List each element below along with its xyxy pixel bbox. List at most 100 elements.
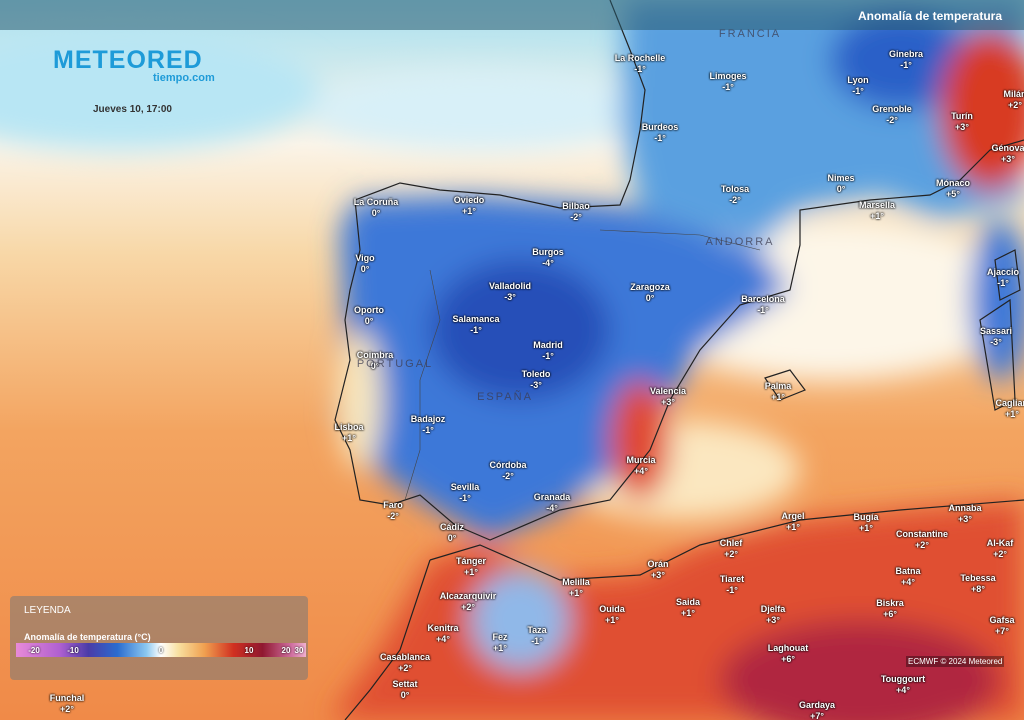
city-label[interactable]: Burgos -4°: [532, 247, 564, 269]
city-name: Ajaccio: [986, 267, 1020, 277]
city-label[interactable]: Constantine +2°: [896, 529, 948, 551]
city-anomaly: +8°: [971, 584, 985, 594]
city-label[interactable]: Settat 0°: [392, 679, 417, 701]
city-label[interactable]: Granada -4°: [534, 492, 571, 514]
city-name: Cádiz: [439, 522, 465, 532]
city-label[interactable]: Turín +3°: [951, 111, 973, 133]
city-name: Bilbao: [562, 201, 590, 211]
city-label[interactable]: Oporto 0°: [354, 305, 384, 327]
city-name: Al-Kaf: [986, 538, 1014, 548]
city-anomaly: +4°: [436, 634, 450, 644]
city-label[interactable]: Lyon -1°: [847, 75, 868, 97]
city-label[interactable]: Salamanca -1°: [452, 314, 499, 336]
city-label[interactable]: Zaragoza 0°: [630, 282, 670, 304]
city-label[interactable]: Limoges -1°: [709, 71, 746, 93]
city-name: Gafsa: [989, 615, 1015, 625]
city-label[interactable]: Saida +1°: [676, 597, 700, 619]
city-anomaly: -4°: [542, 258, 554, 268]
city-name: Funchal: [49, 693, 85, 703]
city-label[interactable]: Djelfa +3°: [761, 604, 786, 626]
city-name: Lyon: [847, 75, 869, 85]
city-anomaly: +4°: [901, 577, 915, 587]
city-label[interactable]: Funchal +2°: [50, 693, 85, 715]
city-label[interactable]: Burdeos -1°: [642, 122, 679, 144]
city-label[interactable]: Milán +2°: [1003, 89, 1024, 111]
city-label[interactable]: Gardaya +7°: [799, 700, 835, 720]
city-label[interactable]: Batna +4°: [895, 566, 920, 588]
city-anomaly: +1°: [493, 643, 507, 653]
city-anomaly: +1°: [462, 206, 476, 216]
city-label[interactable]: Fez +1°: [492, 632, 507, 654]
city-label[interactable]: La Coruña 0°: [354, 197, 399, 219]
city-anomaly: +1°: [1005, 409, 1019, 419]
city-label[interactable]: Murcia +4°: [626, 455, 655, 477]
city-label[interactable]: Mónaco +5°: [936, 178, 970, 200]
city-label[interactable]: Bugía +1°: [853, 512, 878, 534]
city-name: Constantine: [895, 529, 949, 539]
city-label[interactable]: Ginebra -1°: [889, 49, 923, 71]
city-label[interactable]: Laghouat +6°: [768, 643, 809, 665]
city-label[interactable]: Faro -2°: [383, 500, 403, 522]
city-label[interactable]: Biskra +6°: [876, 598, 904, 620]
city-label[interactable]: Gafsa +7°: [989, 615, 1014, 637]
city-label[interactable]: Coimbra 0°: [357, 350, 394, 372]
city-label[interactable]: La Rochelle -1°: [615, 53, 666, 75]
city-label[interactable]: Tebessa +8°: [960, 573, 995, 595]
city-label[interactable]: Touggourt +4°: [881, 674, 925, 696]
city-label[interactable]: Al-Kaf +2°: [987, 538, 1014, 560]
layer-title[interactable]: Anomalía de temperatura: [857, 9, 1002, 23]
city-label[interactable]: Tiaret -1°: [720, 574, 744, 596]
city-label[interactable]: Palma +1°: [765, 381, 792, 403]
city-label[interactable]: Barcelona -1°: [741, 294, 785, 316]
city-label[interactable]: Alcazarquivir +2°: [440, 591, 497, 613]
logo[interactable]: METEORED: [53, 46, 203, 74]
city-label[interactable]: Argel +1°: [781, 511, 804, 533]
scale-label: 0: [158, 646, 164, 655]
city-label[interactable]: Tolosa -2°: [721, 184, 749, 206]
city-anomaly: -1°: [422, 425, 434, 435]
city-name: Milán: [1003, 89, 1024, 99]
city-label[interactable]: Oviedo +1°: [454, 195, 485, 217]
city-label[interactable]: Grenoble -2°: [872, 104, 912, 126]
city-label[interactable]: Cádiz 0°: [440, 522, 464, 544]
legend-title: Anomalía de temperatura (°C): [24, 632, 151, 642]
city-anomaly: +3°: [651, 570, 665, 580]
city-label[interactable]: Marsella +1°: [859, 200, 895, 222]
city-anomaly: -1°: [900, 60, 912, 70]
city-label[interactable]: Melilla +1°: [562, 577, 590, 599]
city-label[interactable]: Ouida +1°: [599, 604, 625, 626]
legend: LEYENDA Anomalía de temperatura (°C) -20…: [10, 596, 308, 680]
city-label[interactable]: Nimes 0°: [827, 173, 854, 195]
city-label[interactable]: Badajoz -1°: [411, 414, 446, 436]
city-label[interactable]: Cagliari+1°: [995, 398, 1024, 420]
city-label[interactable]: Vigo 0°: [355, 253, 374, 275]
city-label[interactable]: Valencia +3°: [650, 386, 686, 408]
city-label[interactable]: Tánger +1°: [456, 556, 486, 578]
city-label[interactable]: Lisboa +1°: [334, 422, 363, 444]
city-anomaly: +5°: [946, 189, 960, 199]
city-name: Barcelona: [741, 294, 785, 304]
city-label[interactable]: Bilbao -2°: [562, 201, 590, 223]
city-label[interactable]: Taza -1°: [527, 625, 546, 647]
city-label[interactable]: Orán +3°: [647, 559, 668, 581]
city-anomaly: +3°: [766, 615, 780, 625]
city-label[interactable]: Ajaccio -1°: [987, 267, 1019, 289]
top-bar: [0, 0, 1024, 30]
city-anomaly: +3°: [958, 514, 972, 524]
city-label[interactable]: Chlef +2°: [720, 538, 743, 560]
city-anomaly: -1°: [654, 133, 666, 143]
city-label[interactable]: Córdoba -2°: [490, 460, 527, 482]
city-anomaly: +3°: [1001, 154, 1015, 164]
city-label[interactable]: Sevilla -1°: [451, 482, 480, 504]
city-label[interactable]: Valladolid -3°: [489, 281, 531, 303]
city-label[interactable]: Kenitra +4°: [427, 623, 458, 645]
city-label[interactable]: Casablanca +2°: [380, 652, 430, 674]
city-label[interactable]: Toledo -3°: [522, 369, 551, 391]
city-name: Oporto: [354, 305, 384, 315]
scale-label: 10: [244, 646, 254, 655]
city-label[interactable]: Annaba +3°: [948, 503, 981, 525]
city-label[interactable]: Madrid -1°: [533, 340, 563, 362]
city-label[interactable]: Génova +3°: [991, 143, 1024, 165]
city-name: Gardaya: [798, 700, 836, 710]
city-label[interactable]: Sassari -3°: [980, 326, 1012, 348]
